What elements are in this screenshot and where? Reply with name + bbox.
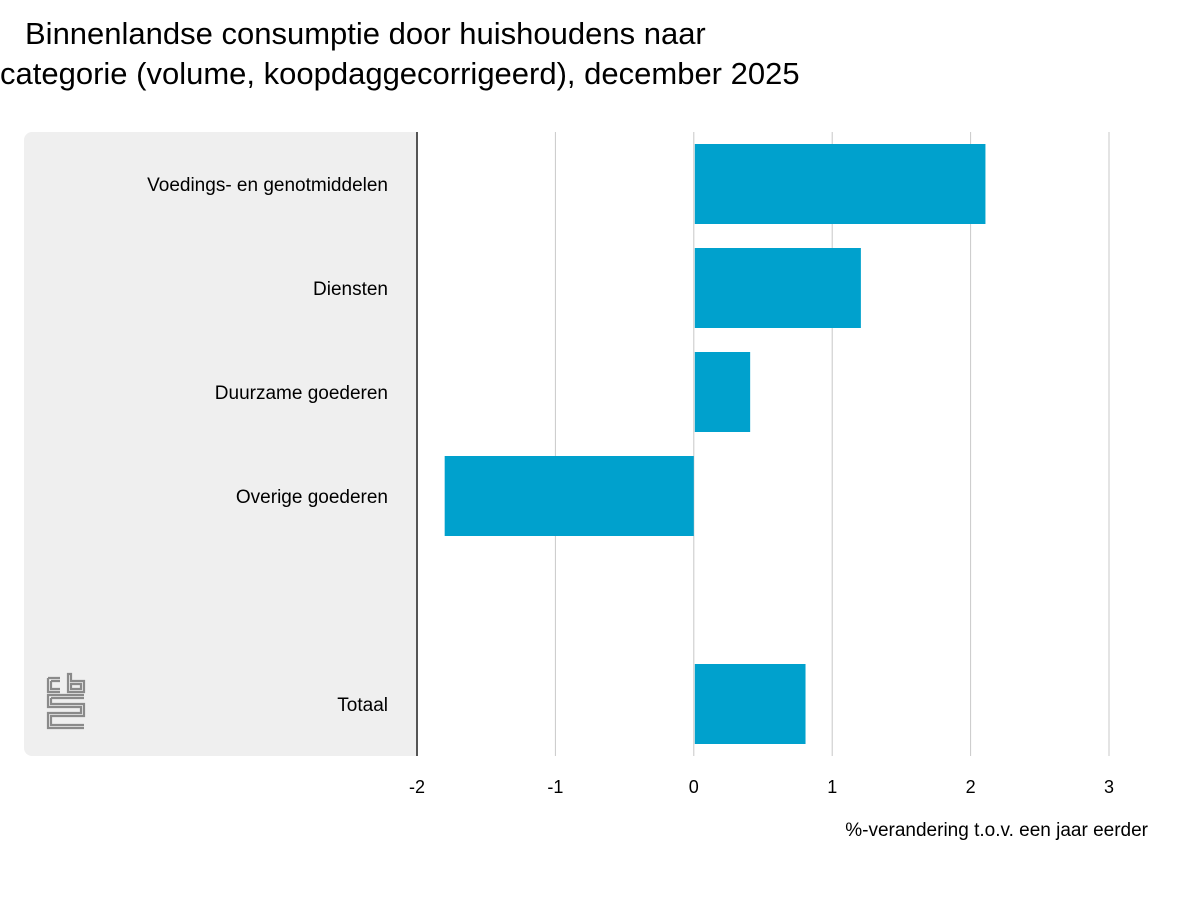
bar <box>694 144 986 224</box>
cbs-logo-icon <box>46 672 86 730</box>
x-tick-label: -1 <box>547 777 563 797</box>
category-label: Diensten <box>313 279 388 300</box>
chart-title-line1: Binnenlandse consumptie door huishoudens… <box>25 16 706 51</box>
bar <box>694 248 861 328</box>
x-tick-label: 2 <box>966 777 976 797</box>
chart-title: Binnenlandse consumptie door huishoudens… <box>0 14 900 94</box>
x-axis-label: %-verandering t.o.v. een jaar eerder <box>845 820 1148 841</box>
category-label: Totaal <box>337 695 388 716</box>
x-tick-label: 1 <box>827 777 837 797</box>
category-panel <box>24 132 424 756</box>
category-label: Duurzame goederen <box>215 383 388 404</box>
x-tick-label: 3 <box>1104 777 1114 797</box>
chart-title-line2: categorie (volume, koopdaggecorrigeerd),… <box>0 56 800 91</box>
bar <box>694 352 751 432</box>
bar <box>694 664 806 744</box>
x-tick-label: -2 <box>409 777 425 797</box>
category-label: Overige goederen <box>236 487 388 508</box>
category-label: Voedings- en genotmiddelen <box>147 175 388 196</box>
x-tick-label: 0 <box>689 777 699 797</box>
bar <box>444 456 694 536</box>
